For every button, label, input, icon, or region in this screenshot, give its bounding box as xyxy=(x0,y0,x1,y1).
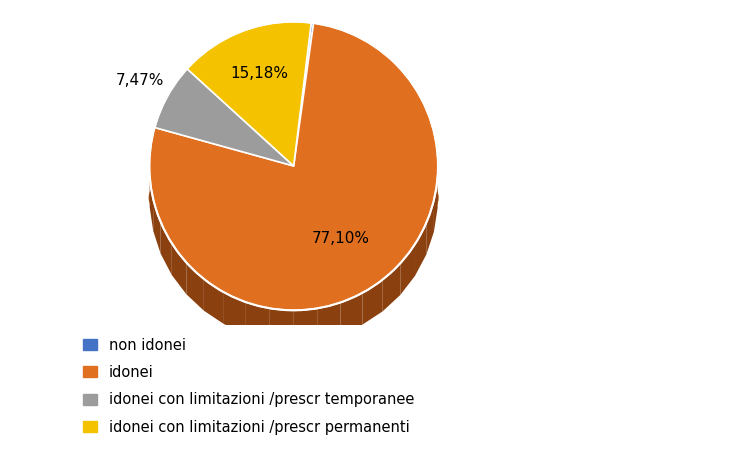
Wedge shape xyxy=(294,23,313,166)
Polygon shape xyxy=(153,199,160,253)
Polygon shape xyxy=(293,308,317,342)
Polygon shape xyxy=(362,280,383,325)
Polygon shape xyxy=(401,244,415,295)
Polygon shape xyxy=(150,175,153,231)
Polygon shape xyxy=(160,222,172,275)
Wedge shape xyxy=(154,69,294,166)
Wedge shape xyxy=(149,23,438,310)
Legend: non idonei, idonei, idonei con limitazioni /prescr temporanee, idonei con limita: non idonei, idonei, idonei con limitazio… xyxy=(83,337,414,435)
Text: 15,18%: 15,18% xyxy=(230,66,288,82)
Polygon shape xyxy=(246,302,269,340)
Polygon shape xyxy=(426,200,434,254)
Text: 77,10%: 77,10% xyxy=(312,231,370,246)
Polygon shape xyxy=(340,293,362,334)
Polygon shape xyxy=(224,292,246,334)
Polygon shape xyxy=(204,279,224,324)
Polygon shape xyxy=(317,303,340,340)
Polygon shape xyxy=(434,176,437,232)
Polygon shape xyxy=(186,262,204,311)
Polygon shape xyxy=(269,308,293,342)
Wedge shape xyxy=(187,22,311,166)
Text: 7,47%: 7,47% xyxy=(115,74,163,88)
Polygon shape xyxy=(383,263,401,311)
Polygon shape xyxy=(415,223,426,276)
Polygon shape xyxy=(172,243,186,294)
Ellipse shape xyxy=(149,151,438,244)
